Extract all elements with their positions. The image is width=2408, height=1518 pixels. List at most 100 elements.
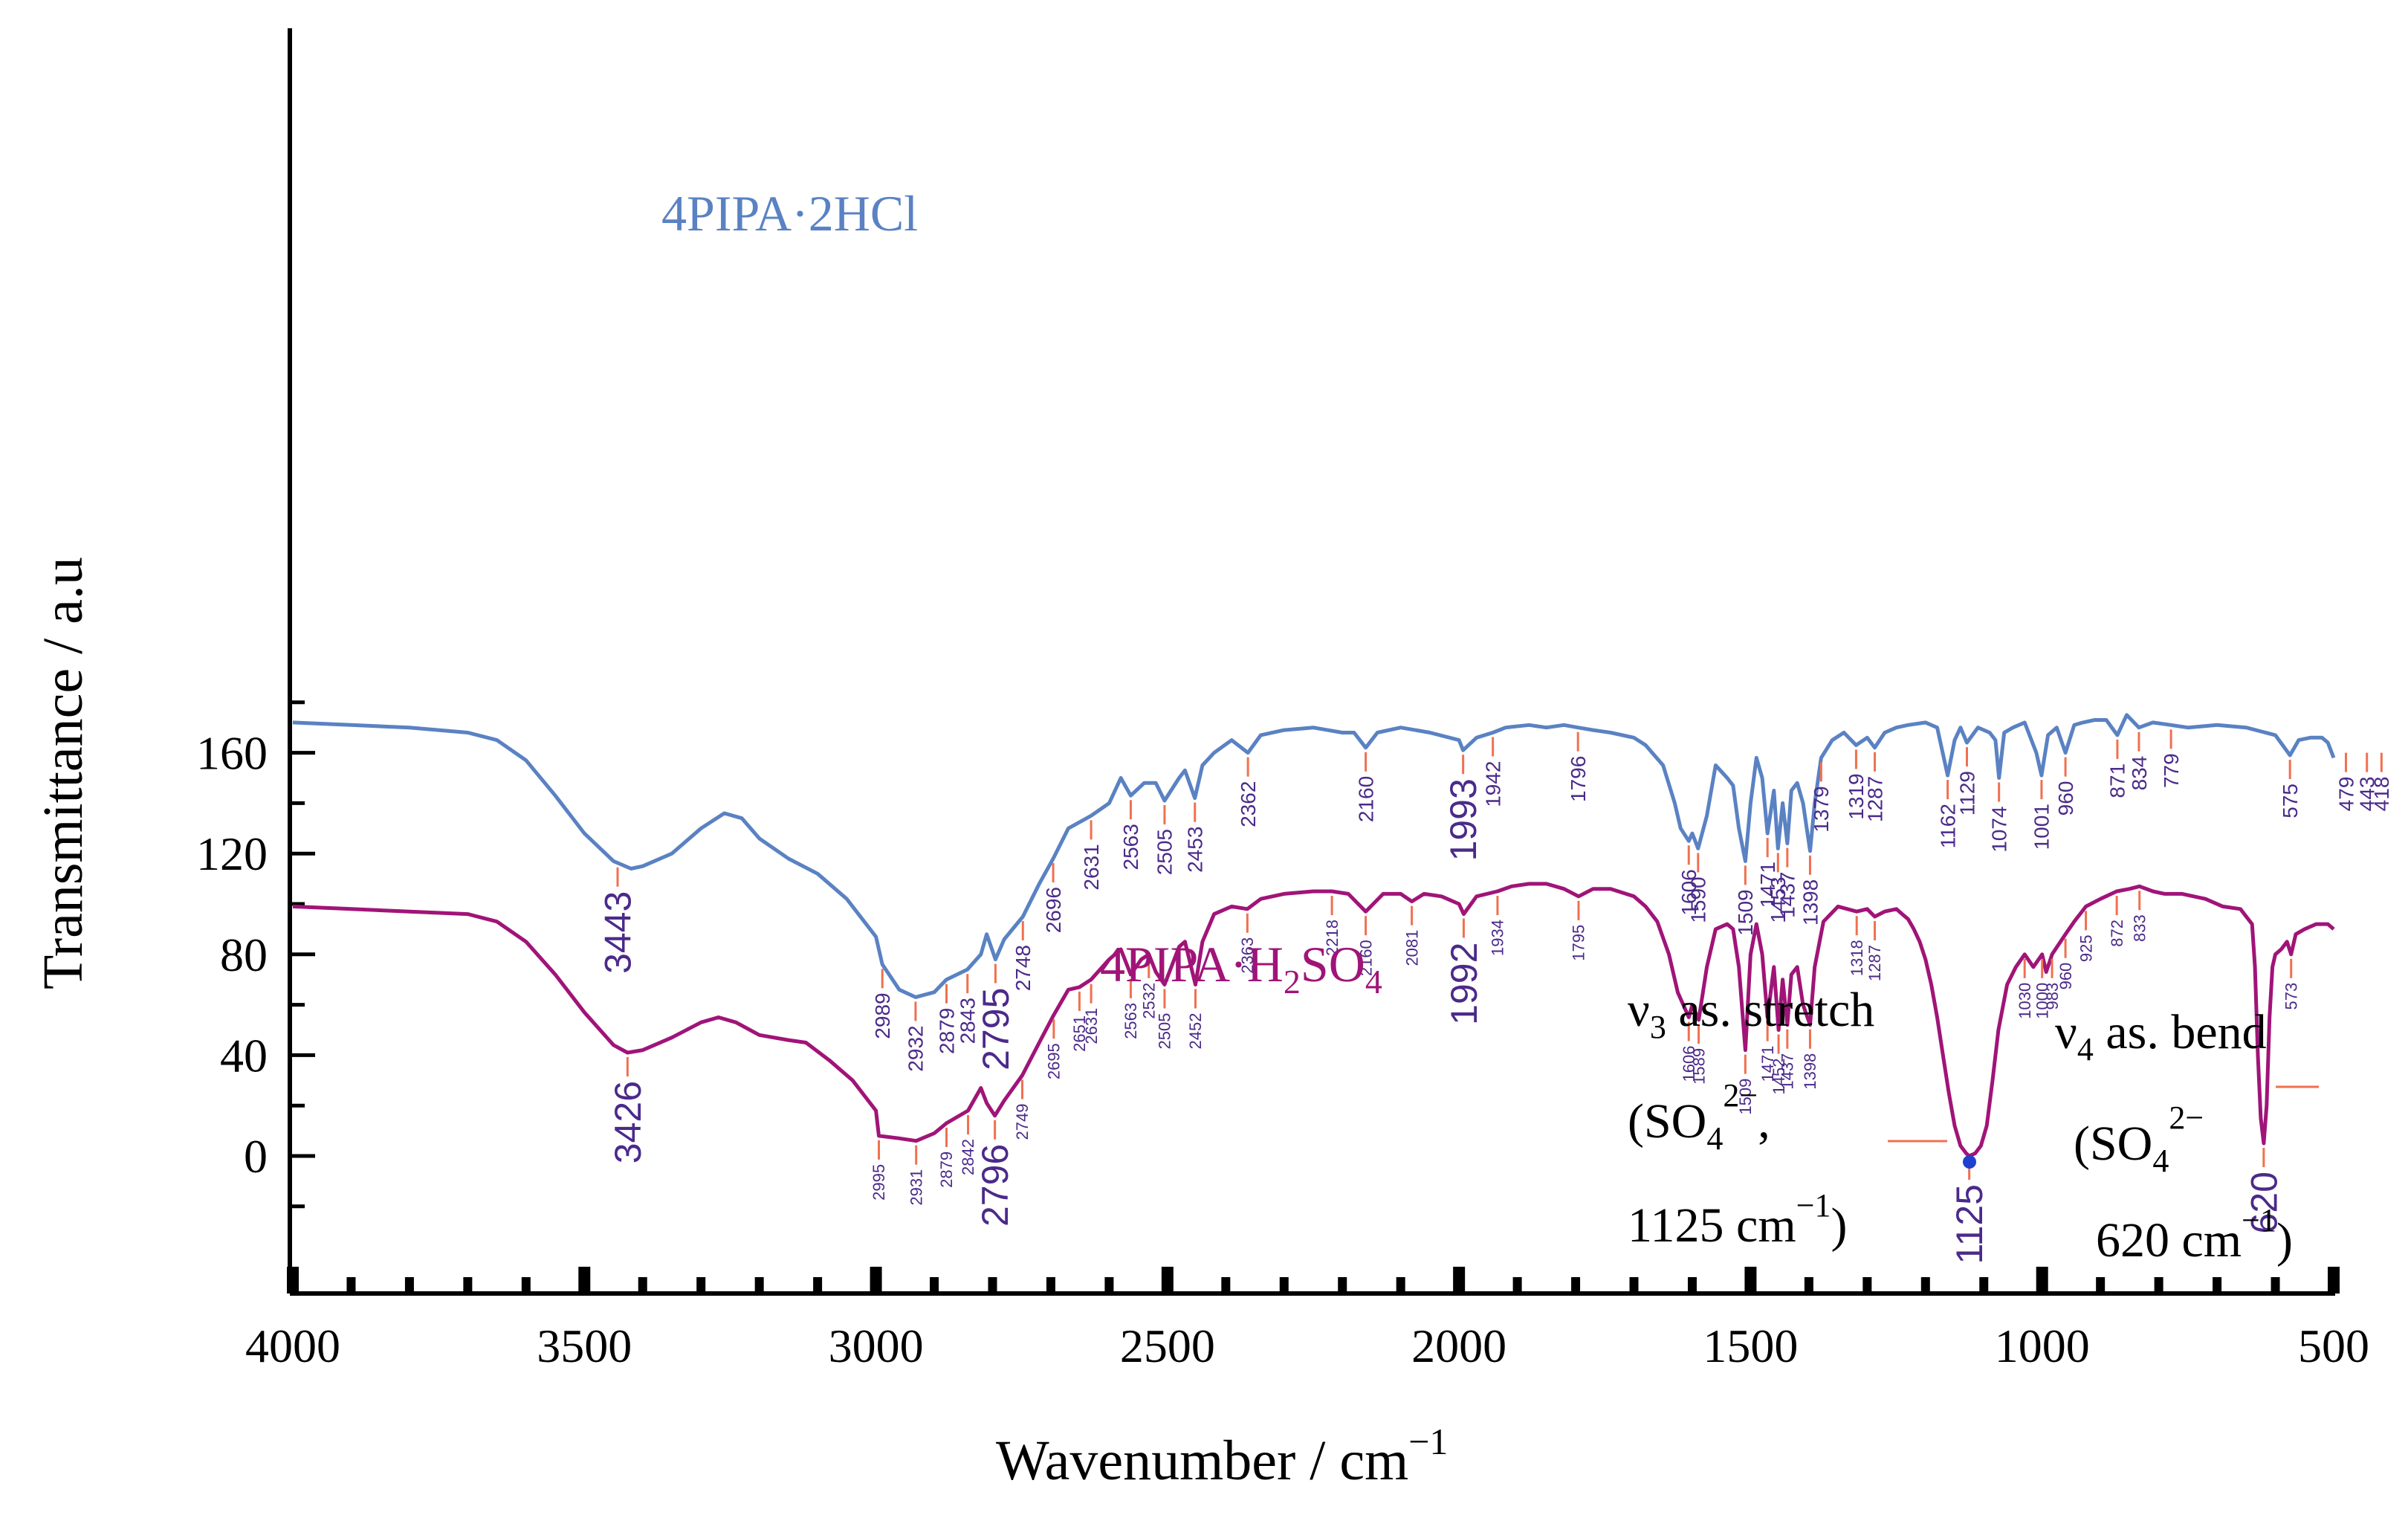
peak-label: 2563: [1119, 824, 1142, 870]
peak-label: 1471: [1756, 862, 1779, 908]
peak-label: 1452: [1770, 1059, 1788, 1095]
peak-label: 925: [2077, 934, 2095, 962]
peak-label: 2748: [1012, 945, 1035, 991]
annotation-nu3-rest: as. stretch: [1666, 983, 1874, 1037]
peak-label: 1074: [1988, 807, 2011, 853]
peak-label: 620: [2243, 1172, 2285, 1233]
peak-label: 2931: [907, 1169, 925, 1206]
x-tick-minor: [1687, 1277, 1697, 1293]
x-tick-label: 4000: [245, 1320, 340, 1372]
annotation-nu3-close: ): [1831, 1198, 1848, 1253]
peak-label: 1437: [1779, 1053, 1797, 1090]
peak-label: 1942: [1481, 761, 1504, 807]
x-tick-major: [2036, 1267, 2048, 1293]
peak-label: 1287: [1863, 776, 1886, 822]
peak-label: 1993: [1443, 778, 1484, 861]
x-tick-minor: [1862, 1277, 1872, 1293]
x-tick-minor: [404, 1277, 414, 1293]
peak-label: 1934: [1489, 920, 1507, 956]
x-tick-major: [870, 1267, 882, 1293]
annotation-nu3-sub: 3: [1650, 1009, 1666, 1045]
peak-label: 575: [2279, 784, 2302, 818]
x-tick-label: 2500: [1120, 1320, 1215, 1372]
peak-label: 1398: [1801, 1053, 1819, 1090]
peak-label: 1319: [1845, 773, 1868, 819]
annotation-nu3-nu: ν: [1628, 983, 1650, 1037]
annotation-nu3-line1: ν3 as. stretch: [1628, 983, 1874, 1045]
peak-label: 1590: [1687, 876, 1710, 923]
peak-label: 1162: [1936, 804, 1959, 848]
annotation-nu4-line1: ν4 as. bend: [2055, 1005, 2267, 1068]
y-axis-title: Transmittance / a.u: [32, 557, 94, 989]
peak-label: 1589: [1689, 1048, 1708, 1085]
x-tick-minor: [696, 1277, 706, 1293]
series-label-hcl: 4PIPA·2HCl: [661, 185, 918, 242]
x-axis-title: Wavenumber / cm−1: [996, 1421, 1448, 1492]
annotation-nu4-so-sub: 4: [2152, 1143, 2169, 1179]
annotation-nu3-so-sub: 4: [1706, 1120, 1723, 1157]
x-tick-label: 3500: [537, 1320, 632, 1372]
peak-label: 1287: [1865, 945, 1884, 981]
peak-label: 418: [2370, 777, 2393, 812]
y-tick-label: 0: [244, 1130, 268, 1183]
peak-label: 1471: [1758, 1046, 1777, 1082]
peak-label: 833: [2130, 914, 2149, 942]
x-tick-minor: [1221, 1277, 1231, 1293]
x-tick-minor: [813, 1277, 823, 1293]
x-tick-label: 2000: [1411, 1320, 1506, 1372]
peak-label: 2995: [870, 1164, 888, 1201]
x-tick-minor: [1979, 1277, 1989, 1293]
annotation-nu3-cm: 1125 cm: [1628, 1198, 1796, 1253]
peak-label: 1125: [1949, 1184, 1990, 1265]
annotation-nu3-so-sup: 2−: [1723, 1077, 1758, 1114]
annotation-nu3-line3: 1125 cm−1): [1628, 1187, 1848, 1253]
peak-label: 1001: [2030, 804, 2053, 850]
peak-label: 3443: [598, 891, 639, 974]
peak-label: 2795: [975, 988, 1017, 1070]
y-tick-label: 120: [196, 827, 268, 880]
peak-label: 1318: [1848, 940, 1866, 976]
peak-label: 871: [2106, 763, 2129, 798]
peak-label: 1030: [2016, 983, 2034, 1019]
x-tick-label: 500: [2298, 1320, 2369, 1372]
x-tick-minor: [1512, 1277, 1522, 1293]
x-tick-minor: [2154, 1277, 2163, 1293]
series-label-h2so4-sub1: 2: [1284, 963, 1301, 1001]
peak-label: 2651: [1070, 1015, 1089, 1052]
peak-label: 1398: [1799, 879, 1822, 926]
peak-label: 1453: [1767, 876, 1790, 923]
series-line-hcl: [292, 713, 2336, 999]
peak-label: 834: [2128, 756, 2151, 791]
annotation-nu4-close: ): [2276, 1213, 2293, 1267]
x-tick-label: 1000: [1995, 1320, 2090, 1372]
x-tick-major: [1744, 1267, 1757, 1293]
x-axis-title-sup: −1: [1408, 1421, 1448, 1462]
peak-label: 2160: [1356, 940, 1375, 976]
x-tick-minor: [1104, 1277, 1114, 1293]
x-tick-major: [578, 1267, 591, 1293]
peak-label: 2160: [1354, 776, 1377, 822]
peak-label: 2749: [1013, 1104, 1032, 1140]
peak-label: 2842: [959, 1139, 977, 1175]
peak-label: 1509: [1734, 889, 1757, 935]
series-label-h2so4-main: 4PIPA·H: [1100, 936, 1284, 992]
peak-label: 2695: [1045, 1043, 1064, 1079]
x-tick-minor: [754, 1277, 764, 1293]
x-tick-minor: [1629, 1277, 1639, 1293]
x-tick-minor: [1804, 1277, 1813, 1293]
peak-label: 479: [2334, 777, 2357, 812]
peak-label: 779: [2160, 753, 2183, 788]
annotation-nu4-nu: ν: [2055, 1005, 2077, 1059]
peak-label: 2363: [1238, 937, 1257, 974]
y-tick-label: 80: [220, 928, 268, 981]
annotation-nu4-so: (SO: [2074, 1117, 2152, 1171]
peak-label: 1000: [2033, 983, 2051, 1019]
annotation-nu3-cm-sup: −1: [1796, 1187, 1831, 1224]
x-tick-major: [2328, 1267, 2340, 1293]
peak-label: 2696: [1042, 887, 1065, 933]
x-tick-minor: [1046, 1277, 1055, 1293]
peak-label: 2843: [957, 998, 980, 1044]
annotation-nu4-so-sup: 2−: [2169, 1099, 2204, 1136]
annotation-nu3-marker: [1963, 1155, 1976, 1169]
